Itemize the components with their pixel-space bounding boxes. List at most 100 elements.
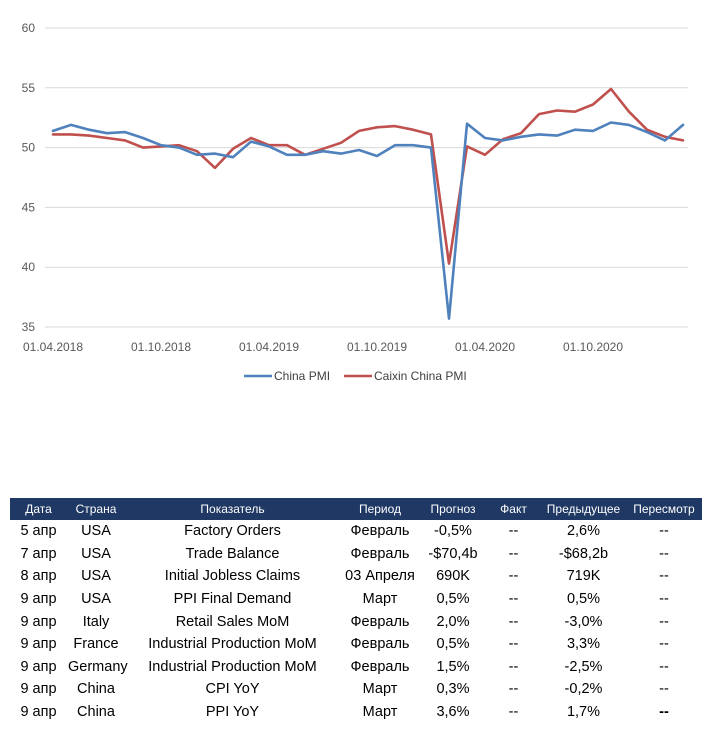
- series-line: [51, 87, 685, 265]
- table-row: 9 апр Italy Retail Sales MoM Февраль 2,0% -- -…: [10, 610, 702, 633]
- cell-indicator: Initial Jobless Claims: [164, 568, 301, 585]
- cell-actual: --: [508, 591, 519, 608]
- cell-forecast: 1,5%: [436, 658, 470, 675]
- cell-indicator: Trade Balance: [185, 545, 280, 562]
- cell-previous: 2,6%: [566, 523, 601, 540]
- cell-date: 9 апр: [20, 704, 57, 721]
- cell-actual: --: [508, 568, 519, 585]
- cell-forecast: 0,5%: [436, 636, 470, 653]
- table-row: 8 апр USA Initial Jobless Claims 03 Апреля 6…: [10, 565, 702, 588]
- cell-previous: 3,3%: [566, 636, 601, 653]
- cell-actual: --: [508, 636, 519, 653]
- cell-previous: 719K: [566, 568, 601, 585]
- y-tick-label: 40: [22, 260, 36, 274]
- cell-indicator: Industrial Production MoM: [148, 636, 317, 653]
- cell-country: USA: [81, 568, 111, 585]
- table-row: 7 апр USA Trade Balance Февраль -$70,4b -- -$6…: [10, 543, 702, 566]
- y-tick-label: 35: [22, 320, 36, 334]
- cell-period: Март: [362, 591, 398, 608]
- cell-forecast: 0,5%: [436, 591, 470, 608]
- cell-date: 9 апр: [20, 636, 57, 653]
- cell-forecast: 690K: [436, 568, 470, 585]
- calendar-body: 5 апр USA Factory Orders Февраль -0,5% -- 2,6%…: [10, 520, 702, 723]
- table-row: 9 апр China CPI YoY Март 0,3% -- -0,2% --: [10, 678, 702, 701]
- x-tick-label: 01.04.2019: [239, 340, 299, 354]
- table-row: 9 апр Germany Industrial Production MoM Фев…: [10, 656, 702, 679]
- header-previous: Предыдущее: [541, 498, 626, 520]
- cell-actual: --: [508, 681, 519, 698]
- x-tick-label: 01.10.2020: [563, 340, 623, 354]
- cell-forecast: -$70,4b: [428, 545, 478, 562]
- x-tick-label: 01.10.2019: [347, 340, 407, 354]
- cell-forecast: -0,5%: [434, 523, 472, 540]
- x-tick-label: 01.04.2020: [455, 340, 515, 354]
- cell-date: 9 апр: [20, 591, 57, 608]
- cell-previous: -2,5%: [564, 658, 603, 675]
- cell-revision: --: [659, 568, 669, 585]
- cell-previous: -$68,2b: [558, 545, 609, 562]
- cell-revision: --: [659, 523, 669, 540]
- cell-actual: --: [508, 704, 519, 721]
- cell-date: 7 апр: [20, 545, 57, 562]
- chart-legend: China PMI Caixin China PMI: [244, 369, 467, 383]
- y-tick-label: 45: [22, 200, 36, 214]
- cell-revision: --: [659, 591, 669, 608]
- cell-revision: --: [659, 545, 669, 562]
- header-indicator: Показатель: [125, 498, 340, 520]
- header-country: Страна: [67, 498, 125, 520]
- table-row: 9 апр USA PPI Final Demand Март 0,5% -- 0,5% --: [10, 588, 702, 611]
- legend-label: Caixin China PMI: [374, 369, 467, 383]
- cell-date: 9 апр: [20, 658, 57, 675]
- cell-date: 5 апр: [20, 523, 57, 540]
- cell-previous: 1,7%: [566, 704, 601, 721]
- cell-revision: --: [659, 636, 669, 653]
- y-tick-label: 50: [22, 141, 36, 155]
- cell-period: Февраль: [350, 636, 410, 653]
- cell-date: 9 апр: [20, 613, 57, 630]
- x-tick-label: 01.04.2018: [23, 340, 83, 354]
- cell-period: 03 Апреля: [345, 568, 415, 585]
- cell-country: USA: [81, 523, 111, 540]
- cell-revision: --: [659, 613, 669, 630]
- cell-country: Italy: [82, 613, 110, 630]
- cell-indicator: CPI YoY: [205, 681, 260, 698]
- cell-indicator: PPI Final Demand: [173, 591, 292, 608]
- x-axis-ticks: 01.04.2018 01.10.2018 01.04.2019 01.10.2019…: [23, 340, 623, 354]
- header-period: Период: [340, 498, 420, 520]
- header-revision: Пересмотр: [626, 498, 702, 520]
- cell-forecast: 0,3%: [436, 681, 470, 698]
- y-tick-label: 60: [22, 21, 36, 35]
- cell-date: 9 апр: [20, 681, 57, 698]
- y-tick-label: 55: [22, 81, 36, 95]
- cell-country: France: [73, 636, 119, 653]
- cell-actual: --: [508, 658, 519, 675]
- cell-indicator: PPI YoY: [205, 704, 260, 721]
- header-forecast: Прогноз: [420, 498, 486, 520]
- cell-previous: 0,5%: [566, 591, 601, 608]
- x-tick-label: 01.10.2018: [131, 340, 191, 354]
- cell-period: Февраль: [350, 523, 410, 540]
- cell-previous: -0,2%: [564, 681, 603, 698]
- cell-actual: --: [508, 545, 519, 562]
- cell-revision: --: [659, 704, 669, 721]
- cell-country: Germany: [68, 658, 128, 675]
- cell-country: USA: [81, 591, 111, 608]
- cell-forecast: 2,0%: [436, 613, 470, 630]
- cell-indicator: Factory Orders: [184, 523, 281, 540]
- legend-label: China PMI: [274, 369, 330, 383]
- table-row: 9 апр China PPI YoY Март 3,6% -- 1,7% --: [10, 701, 702, 724]
- cell-period: Март: [362, 704, 398, 721]
- cell-indicator: Industrial Production MoM: [148, 658, 317, 675]
- header-date: Дата: [10, 498, 67, 520]
- cell-period: Февраль: [350, 658, 410, 675]
- cell-country: China: [77, 704, 115, 721]
- cell-actual: --: [508, 523, 519, 540]
- cell-indicator: Retail Sales MoM: [175, 613, 290, 630]
- cell-forecast: 3,6%: [436, 704, 470, 721]
- y-axis-ticks: 35 40 45 50 55 60: [22, 21, 36, 334]
- cell-period: Февраль: [350, 613, 410, 630]
- chart-series: [51, 87, 685, 320]
- cell-revision: --: [659, 658, 669, 675]
- cell-country: USA: [81, 545, 111, 562]
